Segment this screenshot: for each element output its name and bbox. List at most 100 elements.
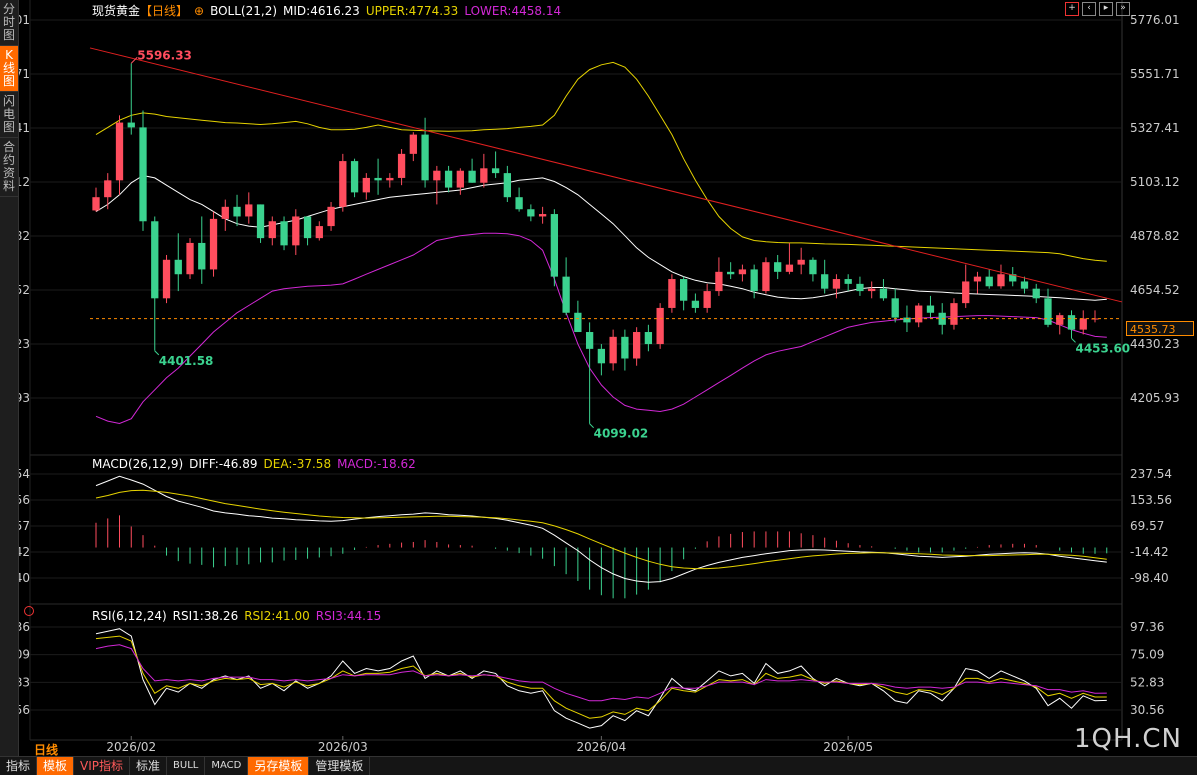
low-annotation: 4453.60 <box>1075 341 1130 355</box>
candle <box>680 276 688 311</box>
candle <box>456 168 464 195</box>
candle-body <box>315 226 323 239</box>
boll-mid-line <box>95 174 1107 301</box>
boll-upper-line <box>95 61 1107 262</box>
candle <box>1056 312 1064 335</box>
rsi-panel <box>95 628 1107 729</box>
candle-body <box>209 218 218 270</box>
candle <box>644 324 653 352</box>
candle <box>174 233 182 292</box>
tab-standard[interactable]: 标准 <box>130 757 168 775</box>
candle <box>574 300 582 333</box>
candle <box>480 153 488 188</box>
candle-body <box>256 204 265 239</box>
candle <box>985 269 993 289</box>
candle <box>515 187 523 212</box>
candle <box>1020 276 1029 294</box>
candle-body <box>703 291 711 308</box>
candle-body <box>715 271 723 292</box>
candle <box>668 274 676 313</box>
candle-body <box>480 168 488 183</box>
candle <box>409 132 417 162</box>
rsi-tick-label: 52.83 <box>1130 675 1164 689</box>
macd-indicator-name[interactable]: MACD(26,12,9) <box>92 457 184 471</box>
high-annotation: 5596.33 <box>137 48 192 62</box>
candle-body <box>456 170 464 188</box>
boll-upper-value: UPPER:4774.33 <box>365 4 459 18</box>
macd-diff-line <box>95 475 1107 583</box>
candle-body <box>1079 318 1087 330</box>
tab-macd[interactable]: MACD <box>205 757 249 775</box>
candle-body <box>433 170 441 181</box>
candle-body <box>92 197 100 211</box>
annotation-pointer <box>130 56 138 64</box>
sidebar-tab-flash[interactable]: 闪电图 <box>0 92 18 138</box>
candle-body <box>350 161 359 193</box>
candle <box>386 173 394 188</box>
candle-body <box>397 153 406 178</box>
tab-indicators[interactable]: 指标 <box>0 757 38 775</box>
boll-indicator-name[interactable]: BOLL(21,2) <box>210 4 278 18</box>
candle <box>104 173 112 210</box>
candle-body <box>421 134 429 181</box>
candle-body <box>538 214 547 217</box>
candle-body <box>621 336 629 359</box>
macd-diff-value: DIFF:-46.89 <box>189 457 258 471</box>
candle-body <box>691 300 700 308</box>
sidebar-tab-timeshare[interactable]: 分时图 <box>0 0 18 46</box>
low-annotation: 4401.58 <box>159 354 214 368</box>
tab-manage-templates[interactable]: 管理模板 <box>309 757 371 775</box>
rsi-indicator-name[interactable]: RSI(6,12,24) <box>92 609 167 623</box>
candle <box>503 165 511 203</box>
candle-body <box>562 276 570 313</box>
candle <box>585 322 594 424</box>
candle-body <box>785 264 794 272</box>
rsi2-value: RSI2:41.00 <box>244 609 310 623</box>
sidebar-tab-kline[interactable]: K线图 <box>0 46 18 92</box>
period-label[interactable]: 日线 <box>34 743 59 757</box>
candle <box>397 149 406 186</box>
boll-mid-value: MID:4616.23 <box>283 4 360 18</box>
tab-vip-indicators[interactable]: VIP指标 <box>74 757 131 775</box>
candle-body <box>327 206 335 227</box>
play-icon[interactable]: ▸ <box>1099 2 1113 16</box>
candle-body <box>245 204 253 217</box>
x-tick-label: 2026/05 <box>823 740 873 754</box>
candle <box>350 158 359 198</box>
candle <box>915 303 923 328</box>
rsi-tick-label: 75.09 <box>1130 648 1164 662</box>
candle <box>139 110 147 231</box>
candle-body <box>985 276 993 287</box>
macd-dea-value: DEA:-37.58 <box>263 457 332 471</box>
candle <box>926 295 935 318</box>
sidebar-tab-contract-info[interactable]: 合约资料 <box>0 138 18 197</box>
rsi2-line <box>95 635 1107 719</box>
candle-body <box>550 214 559 277</box>
trendline <box>89 47 1123 303</box>
zoom-out-icon[interactable]: ‹ <box>1082 2 1096 16</box>
candle <box>703 283 711 313</box>
candle <box>1009 267 1017 287</box>
candle-body <box>656 307 664 345</box>
candle <box>198 216 206 284</box>
candle-body <box>903 317 911 323</box>
candle-body <box>444 170 453 188</box>
add-indicator-icon[interactable]: ⊕ <box>194 4 205 18</box>
candle-body <box>104 180 112 198</box>
candle-body <box>762 262 770 292</box>
boll-lower-line <box>95 232 1107 425</box>
candle-body <box>374 177 382 181</box>
period-tag[interactable]: 【日线】 <box>140 4 189 18</box>
settings-icon[interactable] <box>24 606 34 616</box>
tab-save-template[interactable]: 另存模板 <box>248 757 310 775</box>
crosshair-icon[interactable]: + <box>1065 2 1079 16</box>
candle <box>221 199 229 231</box>
tab-templates[interactable]: 模板 <box>37 757 75 775</box>
price-panel: 5596.33 4401.58 4099.02 4453.60 <box>89 47 1130 441</box>
price-panel-header: 现货黄金【日线】 ⊕ BOLL(21,2) MID:4616.23 UPPER:4774… <box>92 2 567 19</box>
candle-body <box>750 269 758 292</box>
tab-bull[interactable]: BULL <box>167 757 206 775</box>
fast-forward-icon[interactable]: » <box>1116 2 1130 16</box>
instrument-name: 现货黄金 <box>92 4 141 18</box>
candle <box>339 153 347 212</box>
